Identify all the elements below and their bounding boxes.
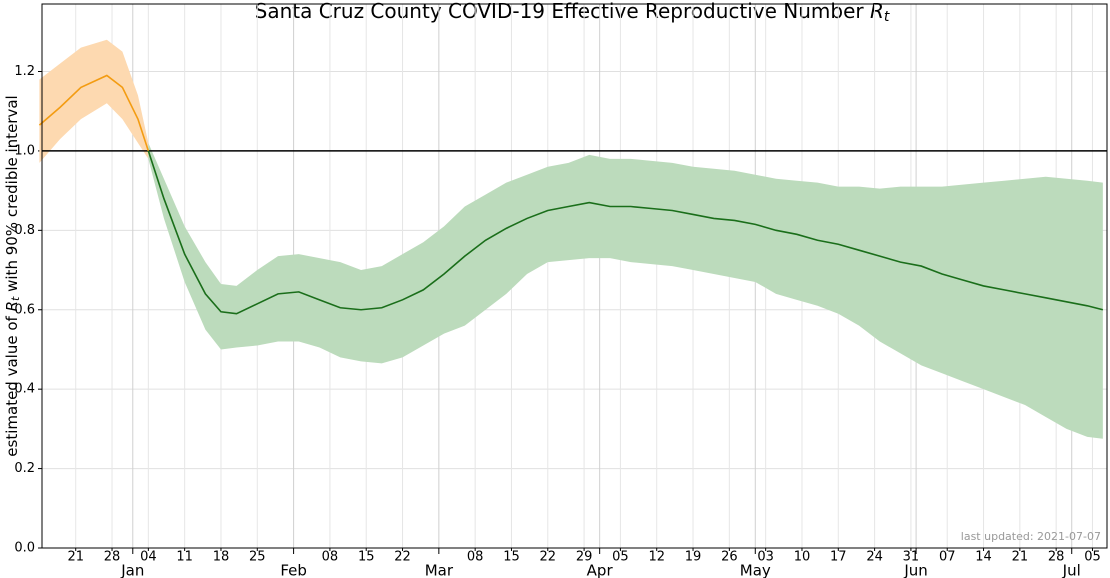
y-tick-label: 1.0 [14, 143, 35, 158]
x-tick-label: 11 [176, 550, 193, 565]
rt-line [38, 74, 150, 152]
x-tick-label: 07 [939, 550, 956, 565]
rt-line [147, 150, 1104, 315]
x-tick-label: 15 [358, 550, 375, 565]
x-tick-label: 04 [140, 550, 157, 565]
x-tick-label: 21 [1012, 550, 1029, 565]
y-tick-label: 0.6 [14, 302, 35, 317]
x-tick-label: 10 [794, 550, 811, 565]
month-label: May [740, 562, 771, 578]
annotation: last updated: 2021-07-07 [961, 530, 1101, 543]
title-subscript: t [884, 9, 890, 25]
ylabel-before: estimated value of [3, 315, 21, 456]
month-label: Apr [587, 562, 614, 578]
x-tick-label: 08 [322, 550, 339, 565]
x-tick-label: 25 [249, 550, 266, 565]
x-tick-label: 18 [213, 550, 230, 565]
plot-frame [41, 3, 1108, 549]
x-tick-label: 12 [648, 550, 665, 565]
x-tick-label: 29 [576, 550, 593, 565]
title-symbol: R [870, 0, 884, 23]
x-tick-label: 05 [1084, 550, 1101, 565]
x-tick-label: 03 [757, 550, 774, 565]
x-tick-label: 19 [685, 550, 702, 565]
month-label: Jul [1062, 562, 1081, 578]
x-tick-label: 22 [394, 550, 411, 565]
y-tick-label: 0.0 [14, 541, 35, 556]
ylabel-after: with 90% credible interval [3, 95, 21, 292]
y-tick-label: 0.8 [14, 223, 35, 238]
month-label: Feb [280, 562, 307, 578]
x-tick-label: 28 [104, 550, 121, 565]
x-tick-label: 17 [830, 550, 847, 565]
x-tick-label: 15 [503, 550, 520, 565]
y-tick-label: 0.2 [14, 461, 35, 476]
ylabel-subscript: t [9, 296, 22, 301]
x-tick-label: 24 [866, 550, 883, 565]
x-tick-label: 08 [467, 550, 484, 565]
y-axis-label: estimated value of Rt with 90% credible … [3, 95, 25, 456]
month-label: Mar [425, 562, 454, 578]
month-label: Jun [903, 562, 927, 578]
x-tick-label: 21 [67, 550, 84, 565]
x-tick-label: 26 [721, 550, 738, 565]
credible-band [39, 39, 149, 163]
x-tick-label: 05 [612, 550, 629, 565]
chart-title: Santa Cruz County COVID-19 Effective Rep… [255, 0, 890, 25]
month-label: Jan [120, 562, 144, 578]
x-tick-label: 28 [1048, 550, 1065, 565]
y-tick-label: 1.2 [14, 64, 35, 79]
y-tick-label: 0.4 [14, 382, 35, 397]
x-tick-label: 31 [903, 550, 920, 565]
x-tick-label: 22 [540, 550, 557, 565]
ylabel-symbol: R [3, 301, 21, 311]
title-text: Santa Cruz County COVID-19 Effective Rep… [255, 0, 865, 23]
x-tick-label: 14 [975, 550, 992, 565]
credible-band [148, 142, 1103, 439]
